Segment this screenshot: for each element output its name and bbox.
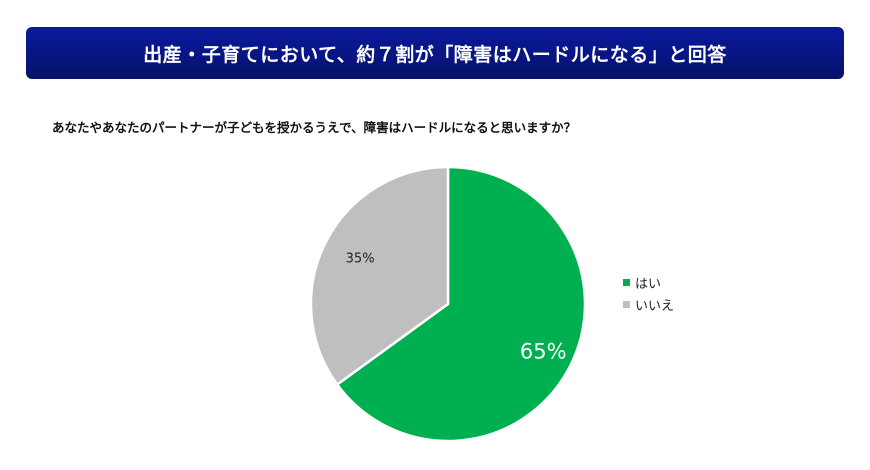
legend-swatch-yes [623, 278, 630, 286]
question-text: あなたやあなたのパートナーが子どもを授かるうえで、障害はハードルになると思います… [52, 120, 577, 135]
legend-label-no: いいえ [635, 298, 675, 314]
chart-legend: はい いいえ [623, 271, 674, 315]
page-title: 出産・子育てにおいて、約７割が「障害はハードルになる」と回答 [143, 43, 727, 66]
legend-item-no: いいえ [623, 293, 674, 315]
pie-label-yes: 65% [520, 340, 567, 364]
pie-label-no: 35% [346, 252, 375, 267]
legend-item-yes: はい [623, 271, 674, 293]
pie-slice-yes [335, 165, 587, 443]
legend-label-yes: はい [635, 276, 662, 292]
legend-swatch-no [623, 300, 630, 308]
pie-slice-no [309, 165, 450, 386]
title-banner: 出産・子育てにおいて、約７割が「障害はハードルになる」と回答 [26, 27, 844, 79]
